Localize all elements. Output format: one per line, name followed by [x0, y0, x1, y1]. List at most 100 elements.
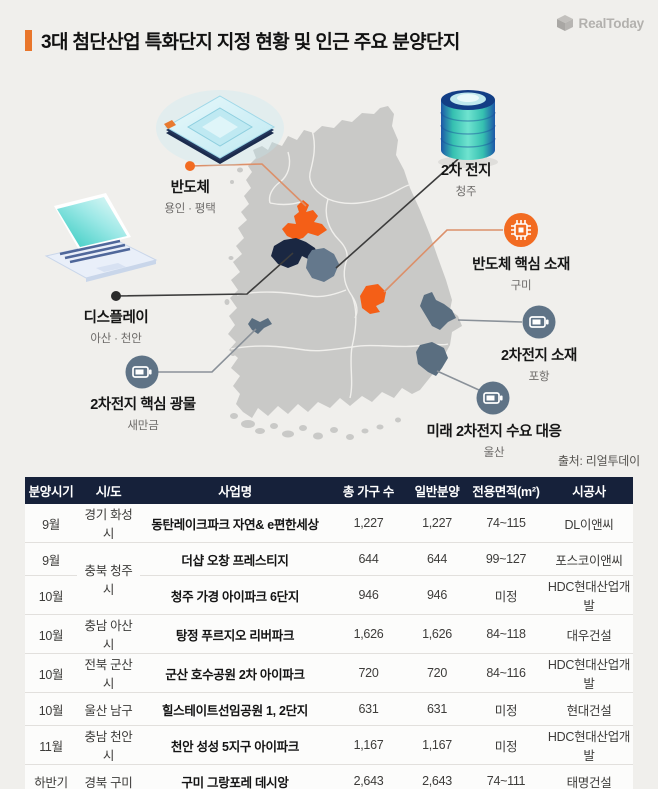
- cell-total: 1,626: [330, 614, 407, 654]
- cell-area: 미정: [467, 575, 545, 615]
- cell-general: 1,626: [407, 614, 467, 654]
- cell-total: 1,167: [330, 725, 407, 765]
- cell-project: 청주 가경 아이파크 6단지: [140, 575, 330, 615]
- cell-builder: HDC현대산업개발: [545, 653, 633, 693]
- cell-general: 1,167: [407, 725, 467, 765]
- cell-builder: 현대건설: [545, 692, 633, 726]
- callout-location: 포항: [528, 371, 550, 383]
- region-pohang: [420, 292, 456, 330]
- callout-label: 2차전지 핵심 광물: [90, 397, 196, 413]
- cell-period: 9월: [25, 542, 77, 576]
- map-mainland: [224, 106, 462, 440]
- cell-period: 10월: [25, 653, 77, 693]
- cell-builder: HDC현대산업개발: [545, 575, 633, 615]
- cell-total: 644: [330, 542, 407, 576]
- cell-general: 1,227: [422, 516, 452, 530]
- title-accent-bar: [25, 30, 32, 51]
- region-ulsan: [416, 342, 448, 376]
- cell-project: 천안 성성 5지구 아이파크: [140, 725, 330, 765]
- cell-total: 631: [330, 692, 407, 726]
- callout-label: 반도체: [170, 180, 210, 196]
- cpu-chip-icon: [156, 90, 284, 166]
- callout-secondary-battery: 2차 전지 청주: [440, 159, 492, 199]
- cell-area: 84~116: [467, 653, 545, 693]
- cell-builder: HDC현대산업개발: [545, 725, 633, 765]
- display-dot: [111, 291, 121, 301]
- logo-text: RealToday: [578, 15, 645, 31]
- cell-project: 동탄레이크파크 자연& e편한세상: [151, 517, 319, 532]
- cell-period: 10월: [25, 575, 77, 615]
- cell-sido: 충남 천안시: [77, 725, 140, 765]
- cell-period: 10월: [25, 692, 77, 726]
- connector-lines: [115, 151, 523, 391]
- page-title: 3대 첨단산업 특화단지 지정 현황 및 인근 주요 분양단지: [41, 32, 460, 53]
- battery-circle-icon-pohang: [522, 305, 556, 339]
- cell-sido: 경북 구미: [77, 764, 140, 789]
- cell-sido: 충남 아산시: [77, 614, 140, 654]
- korea-map: [44, 90, 556, 440]
- table-row: 11월 충남 천안시 천안 성성 5지구 아이파크 1,167 1,167 미정…: [25, 725, 633, 765]
- battery-circle-icon-ulsan: [476, 381, 510, 415]
- callout-label: 2차전지 소재: [501, 348, 577, 364]
- header: 3대 첨단산업 특화단지 지정 현황 및 인근 주요 분양단지: [25, 27, 460, 54]
- cell-area: 74~111: [467, 764, 545, 789]
- cell-area: 99~127: [467, 542, 545, 576]
- cell-general: 631: [407, 692, 467, 726]
- table-row: 10월 청주 가경 아이파크 6단지 946 946 미정 HDC현대산업개발: [25, 575, 633, 615]
- cell-period: 11월: [25, 725, 77, 765]
- callout-battery-material: 2차전지 소재 포항: [501, 344, 577, 384]
- table-row: 10월 충남 아산시 탕정 푸르지오 리버파크 1,626 1,626 84~1…: [25, 614, 633, 654]
- col-area: 전용면적(m²): [467, 477, 545, 504]
- callout-label: 미래 2차전지 수요 대응: [426, 424, 562, 440]
- cell-sido: 경기 화성시: [84, 508, 133, 541]
- semiconductor-dot: [185, 161, 195, 171]
- realtoday-logo: RealToday: [555, 13, 644, 33]
- cell-total: 720: [330, 653, 407, 693]
- source-credit: 출처: 리얼투데이: [557, 454, 640, 468]
- table-header-row: 분양시기 시/도 사업명 총 가구 수 일반분양 전용면적(m²) 시공사: [25, 477, 633, 504]
- cell-project: 더샵 오창 프레스티지: [140, 542, 330, 576]
- region-yongin-pyeongtaek: [282, 200, 327, 240]
- laptop-icon: [44, 193, 158, 282]
- callout-location: 울산: [483, 447, 505, 459]
- chip-circle-icon: [504, 213, 538, 247]
- callout-battery-mineral: 2차전지 핵심 광물 새만금: [90, 393, 196, 433]
- callout-label: 디스플레이: [83, 310, 149, 326]
- callout-location: 아산 · 천안: [90, 333, 142, 345]
- cell-builder: DL이앤씨: [564, 517, 614, 532]
- cell-area: 74~115: [486, 516, 526, 530]
- callout-location: 용인 · 평택: [164, 203, 216, 215]
- cell-builder: 태명건설: [545, 764, 633, 789]
- col-period: 분양시기: [25, 477, 77, 504]
- cell-general: 720: [407, 653, 467, 693]
- callout-label: 2차 전지: [440, 163, 492, 179]
- col-builder: 시공사: [545, 477, 633, 504]
- callout-semiconductor-material: 반도체 핵심 소재 구미: [472, 253, 570, 293]
- table-row: 10월 전북 군산시 군산 호수공원 2차 아이파크 720 720 84~11…: [25, 653, 633, 693]
- col-total: 총 가구 수: [330, 477, 407, 504]
- cell-project: 군산 호수공원 2차 아이파크: [140, 653, 330, 693]
- cell-total: 1,227: [353, 516, 384, 530]
- cell-period: 하반기: [25, 764, 77, 789]
- callout-display: 디스플레이 아산 · 천안: [84, 306, 149, 346]
- cell-total: 2,643: [330, 764, 407, 789]
- table-row: 9월 경기 화성시 동탄레이크파크 자연& e편한세상 1,227 1,227 …: [25, 504, 633, 543]
- cell-area: 미정: [467, 725, 545, 765]
- cell-general: 946: [407, 575, 467, 615]
- cell-sido: 울산 남구: [77, 692, 140, 726]
- battery-3d-icon: [438, 90, 498, 168]
- table-row: 하반기 경북 구미 구미 그랑포레 데시앙 2,643 2,643 74~111…: [25, 764, 633, 789]
- region-cheongju: [306, 248, 339, 282]
- callout-location: 새만금: [127, 420, 159, 432]
- cell-area: 미정: [467, 692, 545, 726]
- callout-location: 구미: [510, 280, 532, 292]
- col-general: 일반분양: [407, 477, 467, 504]
- battery-circle-icon-saemangeum: [125, 355, 159, 389]
- cell-period: 9월: [42, 517, 60, 532]
- cell-project: 탕정 푸르지오 리버파크: [140, 614, 330, 654]
- cube-icon: [556, 15, 573, 31]
- cell-project: 구미 그랑포레 데시앙: [140, 764, 330, 789]
- cell-builder: 대우건설: [545, 614, 633, 654]
- cell-builder: 포스코이앤씨: [545, 542, 633, 576]
